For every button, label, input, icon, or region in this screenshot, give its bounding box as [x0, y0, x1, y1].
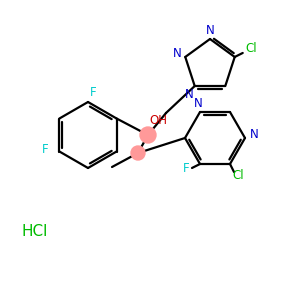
- Text: F: F: [90, 86, 96, 100]
- Text: N: N: [185, 88, 194, 100]
- Text: F: F: [183, 163, 189, 176]
- Circle shape: [140, 127, 156, 143]
- Circle shape: [131, 146, 145, 160]
- Text: Cl: Cl: [232, 169, 244, 182]
- Text: F: F: [42, 143, 49, 156]
- Text: N: N: [250, 128, 258, 142]
- Text: OH: OH: [149, 115, 167, 128]
- Text: N: N: [194, 97, 202, 110]
- Text: HCl: HCl: [22, 224, 48, 239]
- Text: N: N: [173, 47, 182, 61]
- Text: Cl: Cl: [245, 43, 256, 56]
- Text: N: N: [206, 23, 214, 37]
